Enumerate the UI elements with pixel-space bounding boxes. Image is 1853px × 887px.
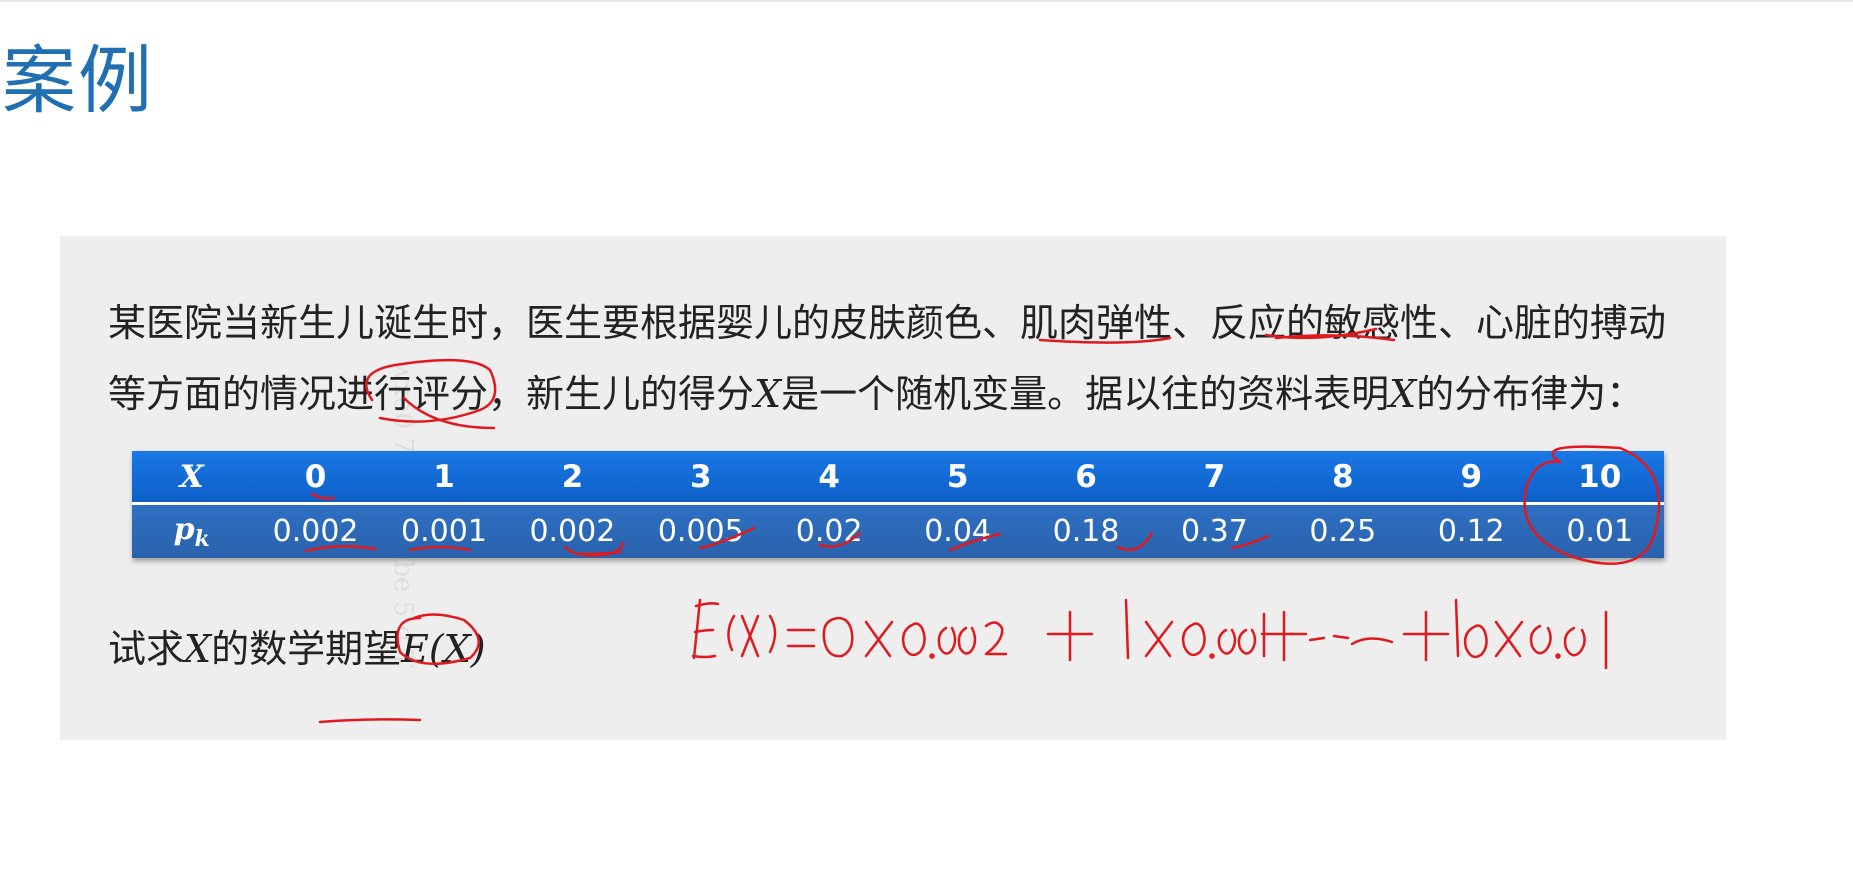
random-variable-x: X <box>754 372 782 416</box>
x-value-cell: 2 <box>508 451 637 505</box>
x-value-cell: 7 <box>1150 451 1279 505</box>
paragraph-line-2: 等方面的情况进行评分，新生儿的得分X是一个随机变量。据以往的资料表明X的分布律为… <box>108 359 1708 430</box>
probability-cell: 0.02 <box>765 503 894 558</box>
question-text: 试求X的数学期望E(X) <box>108 618 486 673</box>
x-value-cell: 8 <box>1278 451 1408 505</box>
problem-paragraph: 某医院当新生儿诞生时，医生要根据婴儿的皮肤颜色、肌肉弹性、反应的敏感性、心脏的搏… <box>108 288 1708 430</box>
p-subscript: k <box>194 525 210 552</box>
paragraph-line-2-part-b: 是一个随机变量。据以往的资料表明 <box>781 372 1390 416</box>
probability-row: pk 0.002 0.001 0.002 0.005 0.02 0.04 0.1… <box>132 503 1664 558</box>
paragraph-line-2-part-c: 的分布律为： <box>1416 372 1645 416</box>
probability-cell: 0.001 <box>379 503 509 558</box>
expectation-expression: E(X) <box>401 627 486 671</box>
random-variable-x: X <box>184 627 212 671</box>
x-value-cell: 5 <box>893 451 1022 505</box>
random-variable-x: X <box>1389 372 1417 416</box>
x-value-cell: 6 <box>1021 451 1151 505</box>
probability-cell: 0.005 <box>636 503 765 558</box>
x-value-cell: 0 <box>251 451 380 505</box>
question-prefix: 试求 <box>108 627 185 671</box>
top-divider <box>0 0 1853 2</box>
probability-cell: 0.002 <box>508 503 637 558</box>
x-value-cell: 1 <box>379 451 509 505</box>
distribution-table: X 0 1 2 3 4 5 6 7 8 9 10 pk 0.002 0.001 … <box>132 451 1664 558</box>
x-value-cell: 4 <box>765 451 894 505</box>
x-value-cell: 10 <box>1535 451 1664 505</box>
paragraph-line-1: 某医院当新生儿诞生时，医生要根据婴儿的皮肤颜色、肌肉弹性、反应的敏感性、心脏的搏… <box>108 301 1667 345</box>
x-values-row: X 0 1 2 3 4 5 6 7 8 9 10 <box>132 451 1664 505</box>
question-middle: 的数学期望 <box>211 627 402 671</box>
p-header-cell: pk <box>132 503 252 558</box>
probability-cell: 0.04 <box>893 503 1022 558</box>
page-title: 案例 <box>2 38 154 124</box>
x-value-cell: 3 <box>636 451 765 505</box>
paragraph-line-2-part-a: 等方面的情况进行评分，新生儿的得分 <box>108 372 755 416</box>
probability-cell: 0.002 <box>251 503 380 558</box>
probability-cell: 0.01 <box>1535 503 1664 558</box>
p-symbol: p <box>173 511 195 547</box>
probability-cell: 0.12 <box>1407 503 1536 558</box>
x-header-cell: X <box>132 451 252 505</box>
probability-cell: 0.18 <box>1021 503 1151 558</box>
x-value-cell: 9 <box>1407 451 1536 505</box>
probability-cell: 0.37 <box>1150 503 1279 558</box>
probability-cell: 0.25 <box>1278 503 1408 558</box>
